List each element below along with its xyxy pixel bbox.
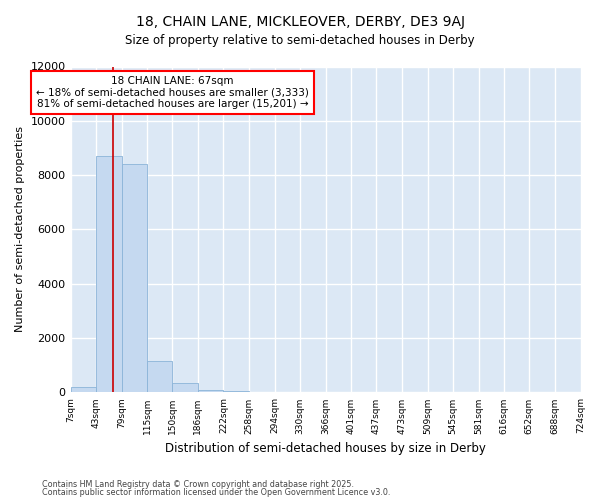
Text: 18 CHAIN LANE: 67sqm
← 18% of semi-detached houses are smaller (3,333)
81% of se: 18 CHAIN LANE: 67sqm ← 18% of semi-detac… bbox=[36, 76, 309, 109]
X-axis label: Distribution of semi-detached houses by size in Derby: Distribution of semi-detached houses by … bbox=[165, 442, 486, 455]
Text: Contains HM Land Registry data © Crown copyright and database right 2025.: Contains HM Land Registry data © Crown c… bbox=[42, 480, 354, 489]
Bar bbox=[71, 387, 96, 392]
Bar bbox=[198, 390, 223, 392]
Bar bbox=[148, 361, 172, 392]
Text: Contains public sector information licensed under the Open Government Licence v3: Contains public sector information licen… bbox=[42, 488, 391, 497]
Bar bbox=[96, 156, 122, 392]
Bar bbox=[172, 383, 198, 392]
Bar bbox=[122, 164, 148, 392]
Text: Size of property relative to semi-detached houses in Derby: Size of property relative to semi-detach… bbox=[125, 34, 475, 47]
Bar bbox=[223, 391, 249, 392]
Text: 18, CHAIN LANE, MICKLEOVER, DERBY, DE3 9AJ: 18, CHAIN LANE, MICKLEOVER, DERBY, DE3 9… bbox=[136, 15, 464, 29]
Y-axis label: Number of semi-detached properties: Number of semi-detached properties bbox=[15, 126, 25, 332]
